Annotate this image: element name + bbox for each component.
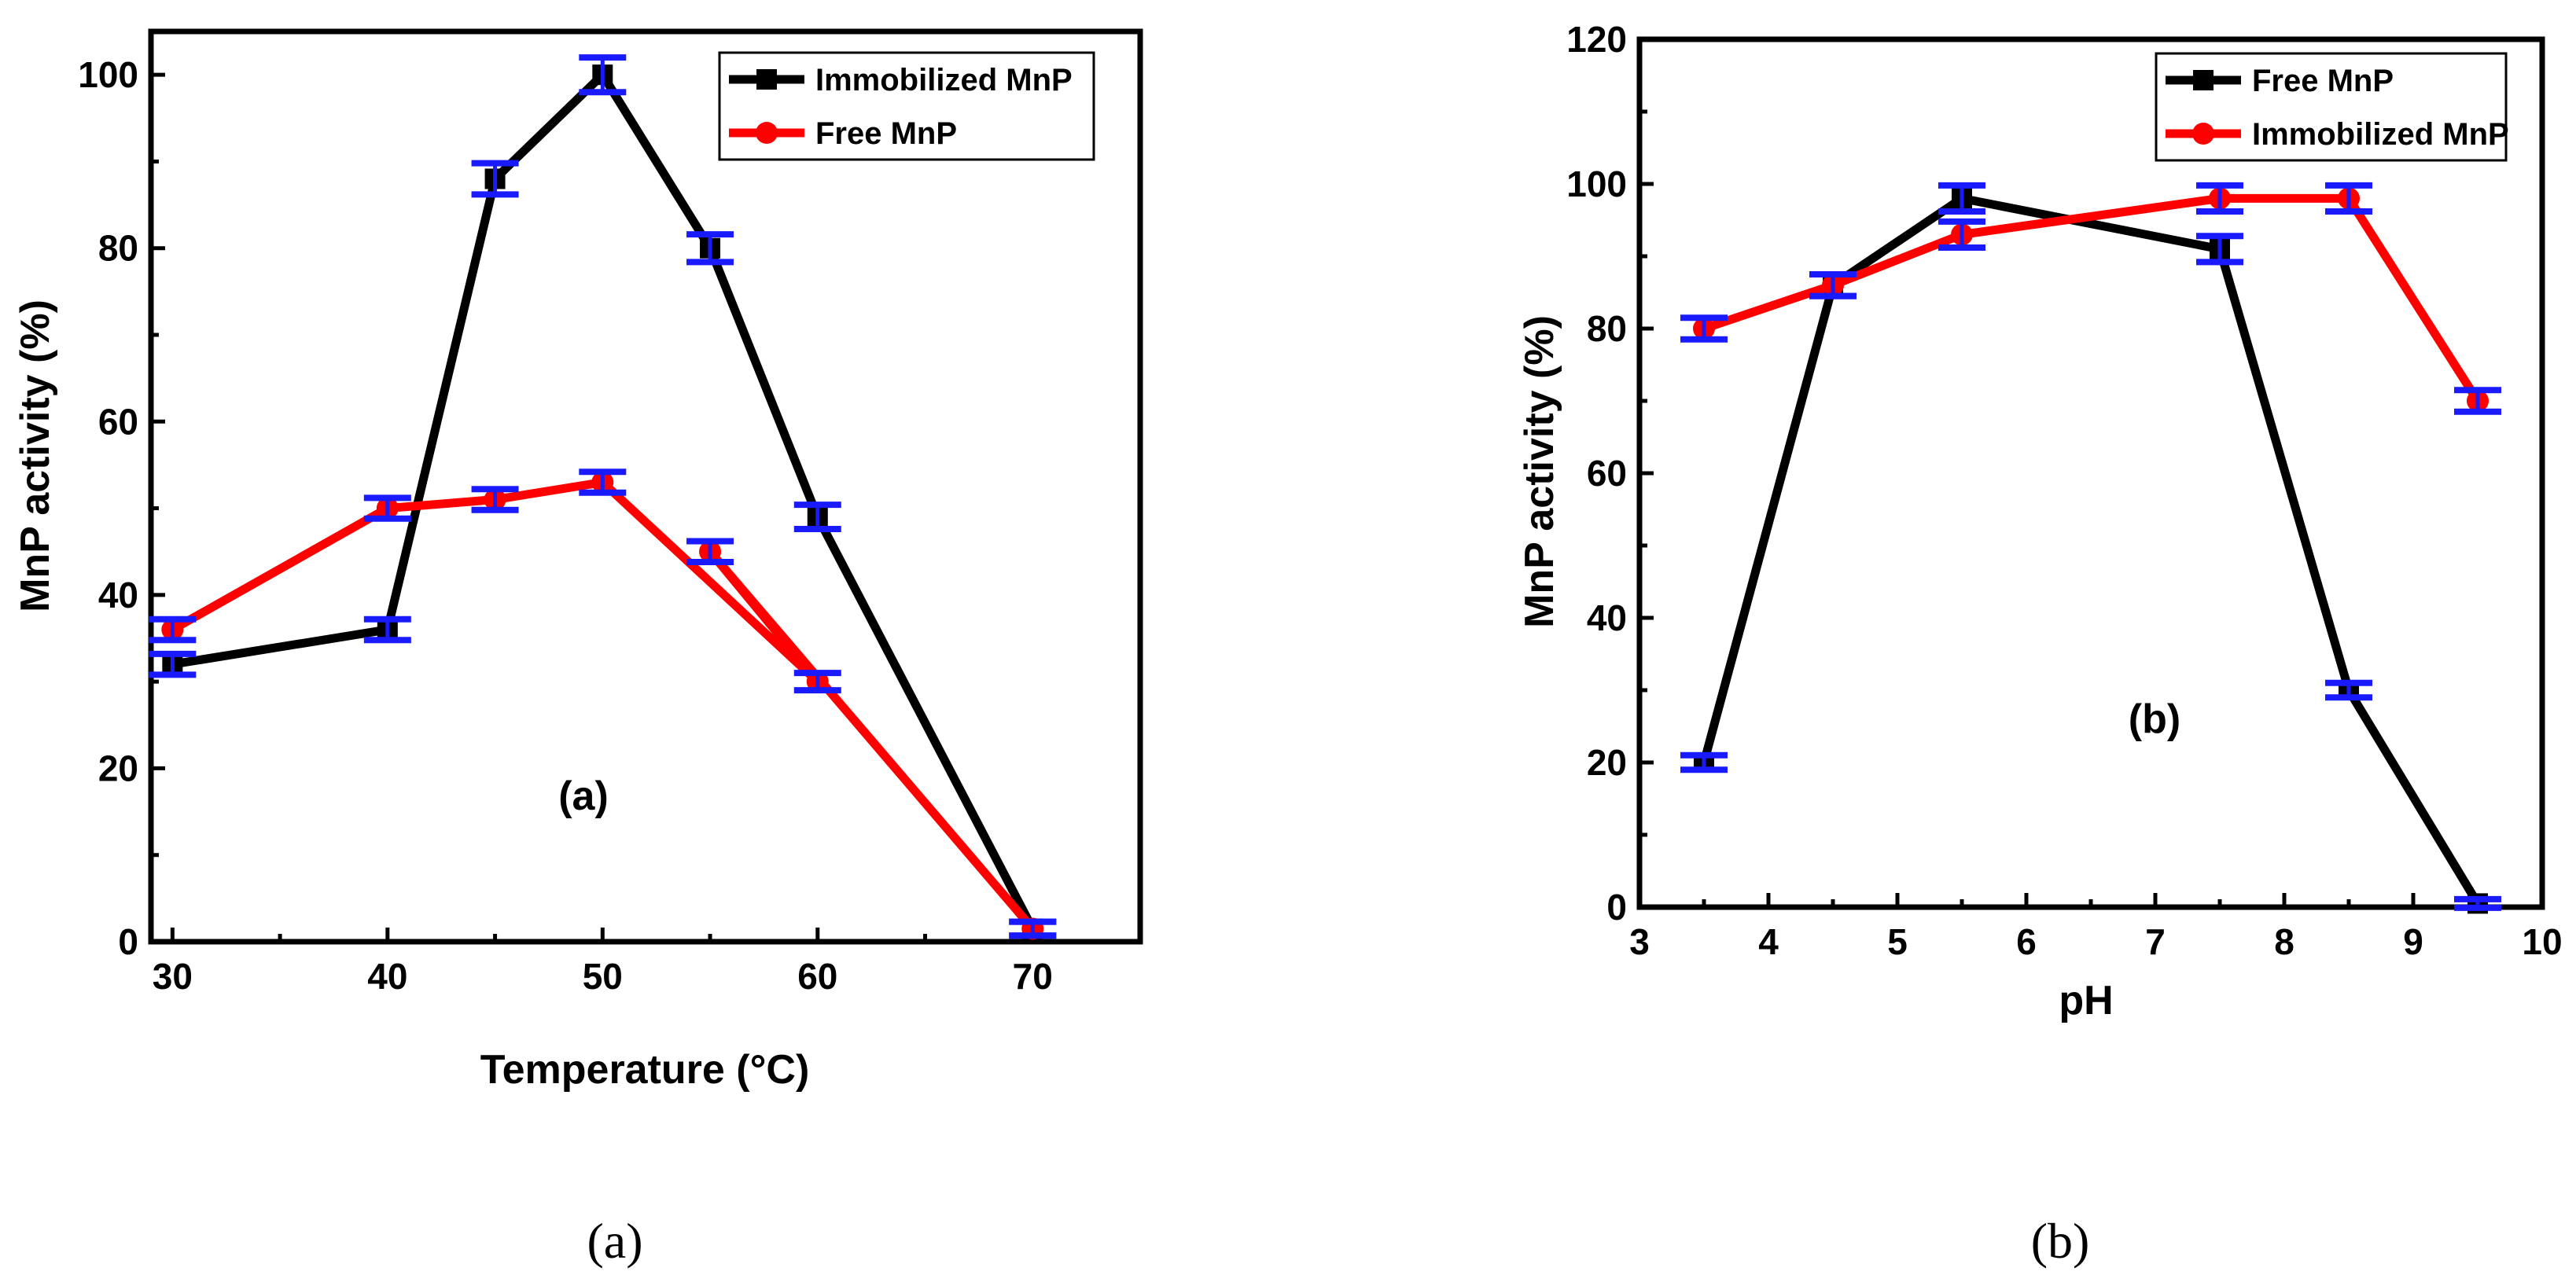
error-bar-b	[2454, 895, 2501, 911]
series-line-a-free-mnp	[170, 477, 1036, 932]
x-axis-title-a: Temperature (°C)	[480, 1047, 810, 1093]
y-tick-label-a: 60	[98, 401, 138, 442]
y-tick-label-b: 120	[1566, 19, 1627, 60]
series-line-b-immobilized-mnp	[1702, 193, 2482, 403]
y-tick-label-b: 80	[1587, 308, 1627, 349]
error-bar-b	[1938, 218, 1985, 251]
y-tick-label-b: 0	[1606, 887, 1627, 928]
x-tick-label-a: 60	[797, 956, 837, 997]
error-bar-b	[2196, 182, 2243, 215]
y-tick-label-a: 20	[98, 748, 138, 788]
y-tick-label-a: 0	[118, 921, 138, 962]
error-bar-a	[1009, 918, 1057, 939]
error-bar-a	[363, 615, 411, 644]
error-bar-a	[686, 231, 734, 266]
error-bar-b	[1938, 182, 1985, 215]
legend-label-b: Immobilized MnP	[2252, 117, 2509, 152]
y-axis-title-b: MnP activity (%)	[1517, 315, 1562, 628]
x-tick-label-b: 8	[2274, 921, 2294, 962]
x-axis-title-b: pH	[2059, 978, 2113, 1023]
error-bar-a	[793, 502, 841, 533]
error-bar-a	[363, 494, 411, 522]
x-tick-label-a: 50	[583, 956, 623, 997]
error-bar-a	[579, 468, 627, 496]
error-bar-a	[149, 615, 197, 644]
panel-annotation-b: (b)	[2129, 696, 2180, 742]
x-tick-label-b: 4	[1758, 921, 1779, 962]
legend-label-a: Immobilized MnP	[815, 63, 1073, 97]
error-bar-a	[471, 160, 519, 198]
y-tick-label-a: 100	[78, 54, 138, 95]
error-bar-b	[1680, 314, 1728, 343]
legend-marker-b	[2193, 70, 2214, 90]
x-tick-label-a: 30	[153, 956, 193, 997]
x-tick-label-b: 5	[1887, 921, 1908, 962]
y-axis-title-a: MnP activity (%)	[13, 299, 58, 612]
error-bar-a	[579, 54, 627, 96]
error-bar-a	[686, 538, 734, 565]
figure-caption-a: (a)	[587, 1213, 642, 1269]
error-bar-b	[2196, 233, 2243, 266]
y-tick-label-a: 80	[98, 228, 138, 269]
legend-marker-b	[2192, 123, 2214, 145]
chart-panel-a: 0 20 40 60 80 100 30 40 50 60 70 Immobilized MnP Fre…	[13, 28, 1143, 1269]
x-tick-label-b: 10	[2522, 921, 2562, 962]
y-tick-label-b: 40	[1587, 597, 1627, 638]
legend-marker-a	[756, 122, 778, 144]
error-bar-b	[2325, 679, 2372, 701]
legend-label-b: Free MnP	[2252, 64, 2394, 98]
chart-panel-b: 0 20 40 60 80 100 120 3 4 5 6 7 8 9 10 Free MnP Immobili…	[1517, 19, 2563, 1269]
error-bar-b	[2454, 387, 2501, 415]
legend-a: Immobilized MnP Free MnP	[718, 51, 1095, 161]
legend-b: Free MnP Immobilized MnP	[2155, 52, 2509, 162]
x-tick-label-b: 7	[2145, 921, 2166, 962]
error-bar-b	[1809, 271, 1857, 299]
x-tick-label-b: 9	[2403, 921, 2423, 962]
figure-caption-b: (b)	[2031, 1213, 2090, 1269]
legend-marker-a	[756, 69, 777, 90]
panel-annotation-a: (a)	[558, 773, 609, 819]
error-bar-a	[149, 650, 197, 678]
x-tick-label-a: 70	[1013, 956, 1053, 997]
plot-area-a: 0 20 40 60 80 100 30 40 50 60 70 Immobilized MnP Fre…	[78, 28, 1143, 997]
plot-frame-a	[148, 28, 1143, 945]
error-bar-a	[471, 486, 519, 513]
y-tick-label-b: 60	[1587, 453, 1627, 494]
x-tick-label-b: 3	[1629, 921, 1650, 962]
error-bar-b	[1680, 751, 1728, 773]
error-bar-a	[793, 670, 841, 694]
error-bar-b	[2325, 182, 2372, 215]
y-tick-label-a: 40	[98, 575, 138, 615]
plot-frame-b	[1636, 36, 2545, 910]
series-line-b-free-mnp	[1699, 193, 2482, 906]
y-tick-label-b: 100	[1566, 164, 1627, 204]
x-tick-label-b: 6	[2016, 921, 2037, 962]
plot-area-b: 0 20 40 60 80 100 120 3 4 5 6 7 8 9 10 Free MnP Immobili…	[1566, 19, 2562, 962]
x-tick-label-a: 40	[367, 956, 407, 997]
y-tick-label-b: 20	[1587, 742, 1627, 783]
legend-label-a: Free MnP	[815, 116, 957, 151]
